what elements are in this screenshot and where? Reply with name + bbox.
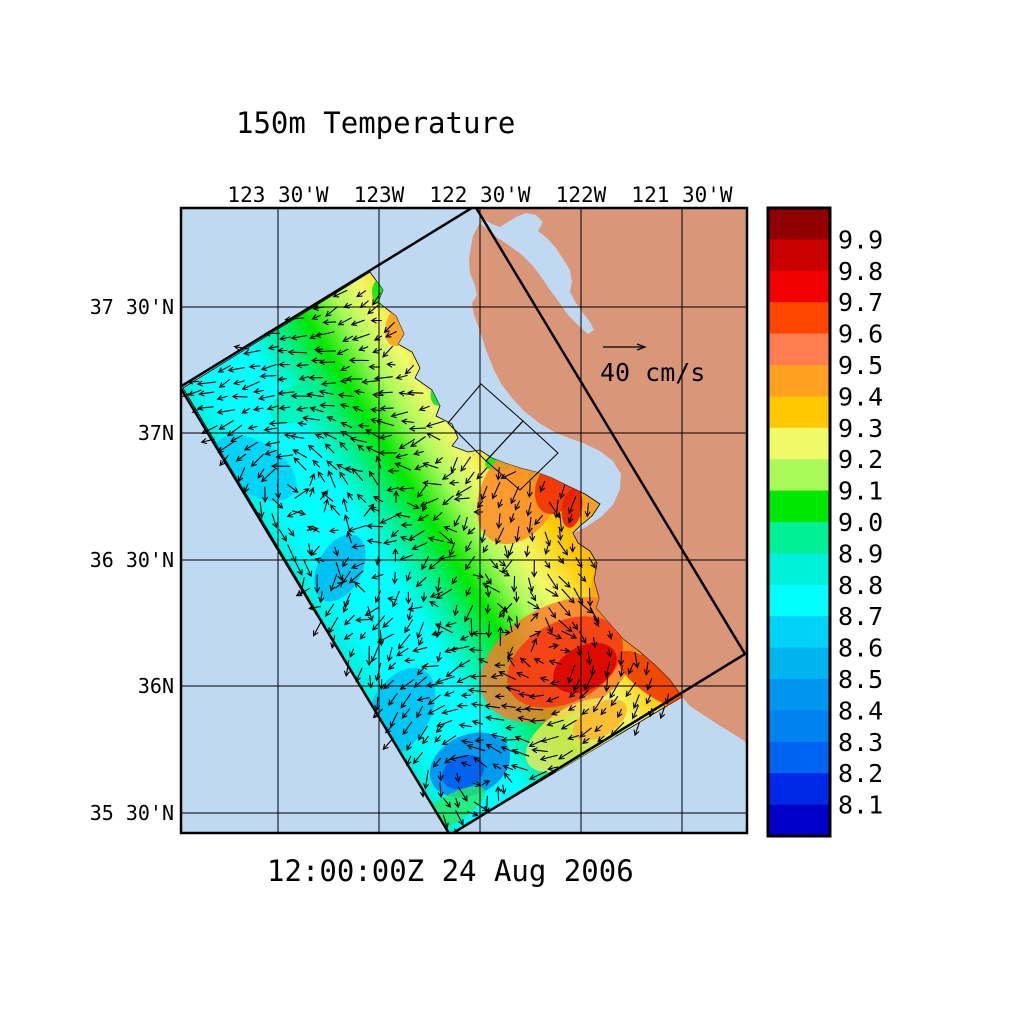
scale-arrow-label: 40 cm/s xyxy=(600,358,705,387)
colorbar-segment xyxy=(768,490,830,523)
colorbar-tick-label: 8.5 xyxy=(838,665,883,694)
colorbar-segment xyxy=(768,396,830,429)
colorbar-tick-label: 9.4 xyxy=(838,382,883,411)
x-tick-label: 121 30'W xyxy=(631,183,733,207)
colorbar-tick-label: 8.2 xyxy=(838,759,883,788)
y-tick-label: 36 30'N xyxy=(90,548,174,572)
y-axis-tick-labels: 37 30'N 37N 36 30'N 36N 35 30'N xyxy=(90,295,174,825)
colorbar-segment xyxy=(768,365,830,397)
colorbar-segment xyxy=(768,773,830,806)
timestamp-label: 12:00:00Z 24 Aug 2006 xyxy=(267,854,634,888)
colorbar: 9.9 9.89.7 9.69.59.4 9.39.2 9.19.08.9 8.88.7 8… xyxy=(766,206,883,838)
colorbar-tick-label: 8.6 xyxy=(838,634,883,663)
temperature-blob xyxy=(441,754,485,790)
map-panel: 123 30'W 123W 122 30'W 122W 121 30'W 37 30'N… xyxy=(90,183,749,835)
colorbar-tick-label: 9.7 xyxy=(838,288,883,317)
land-area xyxy=(469,208,747,743)
x-axis-tick-labels: 123 30'W 123W 122 30'W 122W 121 30'W xyxy=(227,183,733,207)
colorbar-tick-label: 9.3 xyxy=(838,414,883,443)
colorbar-segment xyxy=(768,647,830,680)
current-vectors-path xyxy=(181,289,671,833)
grid-lines xyxy=(181,208,747,833)
model-domain-outline xyxy=(181,208,747,833)
colorbar-tick-label: 8.9 xyxy=(838,539,883,568)
x-tick-label: 123 30'W xyxy=(227,183,329,207)
colorbar-tick-label: 8.4 xyxy=(838,696,883,725)
colorbar-tick-label: 8.8 xyxy=(838,571,883,600)
y-tick-label: 36N xyxy=(138,674,174,698)
colorbar-tick-label: 9.8 xyxy=(838,257,883,286)
y-tick-label: 37N xyxy=(138,421,174,445)
page-title: 150m Temperature xyxy=(236,106,515,140)
nested-grid-box xyxy=(485,420,559,491)
temperature-blob xyxy=(572,699,628,741)
colorbar-segment xyxy=(768,302,830,335)
colorbar-tick-label: 8.7 xyxy=(838,602,883,631)
temperature-blob xyxy=(561,488,583,528)
colorbar-segment xyxy=(768,741,830,774)
colorbar-segment xyxy=(768,553,830,586)
colorbar-segment xyxy=(768,679,830,711)
colorbar-segment xyxy=(768,333,830,366)
colorbar-tick-label: 9.2 xyxy=(838,445,883,474)
colorbar-segment xyxy=(768,427,830,460)
scale-arrow-icon xyxy=(603,343,647,351)
y-tick-label: 35 30'N xyxy=(90,801,174,825)
x-tick-label: 122 30'W xyxy=(429,183,531,207)
y-tick-label: 37 30'N xyxy=(90,295,174,319)
colorbar-segment xyxy=(768,584,830,617)
colorbar-segment xyxy=(768,208,830,240)
x-tick-label: 123W xyxy=(354,183,405,207)
colorbar-segment xyxy=(768,270,830,303)
colorbar-segment xyxy=(768,804,830,837)
colorbar-segment xyxy=(768,616,830,649)
colorbar-border xyxy=(766,206,832,838)
colorbar-tick-labels: 9.9 9.89.7 9.69.59.4 9.39.2 9.19.08.9 8.88.7 8… xyxy=(838,225,883,819)
colorbar-segments xyxy=(768,208,830,837)
map-frame xyxy=(179,206,749,835)
colorbar-segment xyxy=(768,459,830,492)
nested-grid-outlines xyxy=(447,383,559,491)
colorbar-tick-label: 8.1 xyxy=(838,791,883,820)
vector-scale: 40 cm/s xyxy=(600,343,705,387)
colorbar-tick-label: 9.1 xyxy=(838,477,883,506)
san-francisco-bay xyxy=(481,213,594,334)
colorbar-segment xyxy=(768,239,830,272)
colorbar-tick-label: 9.9 xyxy=(838,225,883,254)
colorbar-tick-label: 9.6 xyxy=(838,320,883,349)
colorbar-segment xyxy=(768,522,830,554)
temperature-blob xyxy=(270,380,330,424)
colorbar-tick-label: 9.0 xyxy=(838,508,883,537)
colorbar-segment xyxy=(768,710,830,743)
x-tick-label: 122W xyxy=(556,183,607,207)
colorbar-tick-label: 9.5 xyxy=(838,351,883,380)
colorbar-tick-label: 8.3 xyxy=(838,728,883,757)
temperature-blob xyxy=(314,534,366,602)
